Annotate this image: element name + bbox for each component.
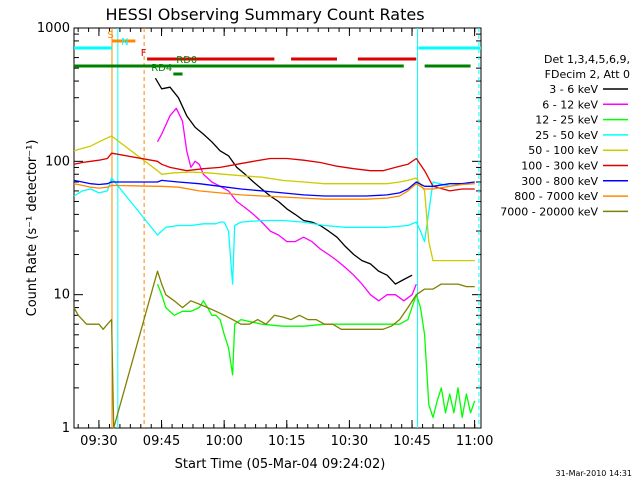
flag-label-rd4: RD4 [151,63,172,74]
series-line-7000-20000-kev [73,270,475,429]
x-tick-label: 09:45 [143,434,180,449]
x-tick-label: 10:45 [393,434,430,449]
legend-header-line-2: FDecim 2, Att 0 [545,68,630,81]
legend: Det 1,3,4,5,6,9, FDecim 2, Att 0 3 - 6 k… [500,53,630,218]
series-line-6-12-kev [156,107,417,302]
series-line-12-25-kev [156,283,476,419]
legend-entry-label: 7000 - 20000 keV [500,205,598,218]
legend-entry-label: 300 - 800 keV [521,175,598,188]
flag-label-n: N [121,37,128,48]
series-line-800-7000-kev [73,183,475,200]
flag-label-rd0: RD0 [176,55,197,66]
legend-entry-label: 3 - 6 keV [549,83,598,96]
y-tick-label: 1000 [37,21,70,36]
x-tick-label: 10:00 [205,434,242,449]
series-line-50-100-kev [73,135,475,262]
legend-entry-label: 25 - 50 keV [535,129,598,142]
series-lines [73,77,476,429]
plot-frame [73,27,482,429]
x-tick-label: 11:00 [456,434,493,449]
y-tick-label: 10 [53,288,70,303]
chart-title: HESSI Observing Summary Count Rates [105,5,424,24]
legend-entries: 3 - 6 keV 6 - 12 keV 12 - 25 keV 25 - 50 ke… [500,83,628,218]
series-line-300-800-kev [73,179,475,197]
y-tick-label: 1 [62,421,70,436]
series-line-100-300-kev [73,152,475,192]
series-line-3-6-kev [154,77,413,285]
legend-entry-label: 12 - 25 keV [535,114,598,127]
x-tick-labels: 09:30 09:45 10:00 10:15 10:30 10:45 11:00 [80,434,493,449]
x-tick-label: 10:15 [268,434,305,449]
legend-entry-label: 6 - 12 keV [542,98,598,111]
x-axis-label: Start Time (05-Mar-04 09:24:02) [175,457,386,472]
series-line-25-50-kev [73,177,475,285]
flag-bars: SN F RD0 RD4 [74,30,481,76]
x-tick-label: 09:30 [80,434,117,449]
legend-entry-label: 50 - 100 keV [528,144,598,157]
flag-label-s: S [107,30,113,41]
legend-entry-label: 100 - 300 keV [521,160,598,173]
x-tick-label: 10:30 [331,434,368,449]
axis-ticks [74,27,481,429]
y-tick-labels: 1 10 100 1000 [37,21,70,436]
flag-label-f: F [141,48,147,59]
footer-timestamp: 31-Mar-2010 14:31 [556,469,633,478]
y-tick-label: 100 [45,154,70,169]
legend-entry-label: 800 - 7000 keV [514,190,598,203]
y-axis-label: Count Rate (s⁻¹ detector⁻¹) [25,140,40,317]
legend-header-line-1: Det 1,3,4,5,6,9, [544,53,630,66]
